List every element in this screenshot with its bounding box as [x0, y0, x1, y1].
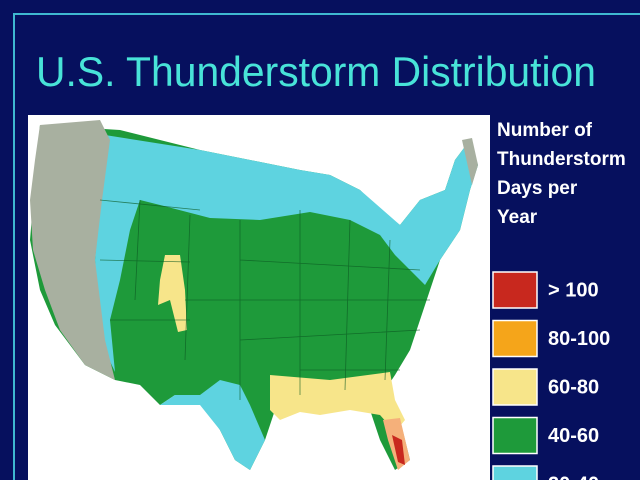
legend-title: Days per	[497, 178, 578, 199]
region-60-80-utah	[158, 255, 187, 332]
legend-swatch	[492, 319, 538, 358]
region-over-100	[392, 435, 405, 465]
state-lines	[99, 199, 430, 400]
legend-swatch	[492, 416, 538, 455]
legend: Number of Thunderstorm Days per Year > 100 80…	[492, 120, 626, 480]
region-20-40-southwest	[160, 380, 265, 470]
legend-label: 60-80	[548, 376, 599, 398]
region-20-40-north	[95, 135, 478, 372]
legend-swatch	[492, 368, 538, 406]
legend-swatch	[492, 271, 538, 309]
map	[28, 115, 490, 480]
legend-title: Year	[497, 207, 538, 228]
region-gray-northeast	[462, 138, 478, 185]
legend-label: 80-100	[548, 328, 610, 350]
legend-title: Thunderstorm	[497, 149, 626, 170]
legend-label: 20-40	[548, 473, 599, 480]
legend-label: > 100	[548, 279, 599, 301]
region-gray-west	[30, 120, 115, 380]
legend-swatch	[492, 465, 538, 480]
title: U.S. Thunderstorm Distribution	[36, 48, 596, 95]
legend-label: 40-60	[548, 425, 599, 447]
frame	[13, 13, 640, 480]
region-60-80-south	[270, 372, 405, 432]
legend-title: Number of	[497, 120, 593, 141]
